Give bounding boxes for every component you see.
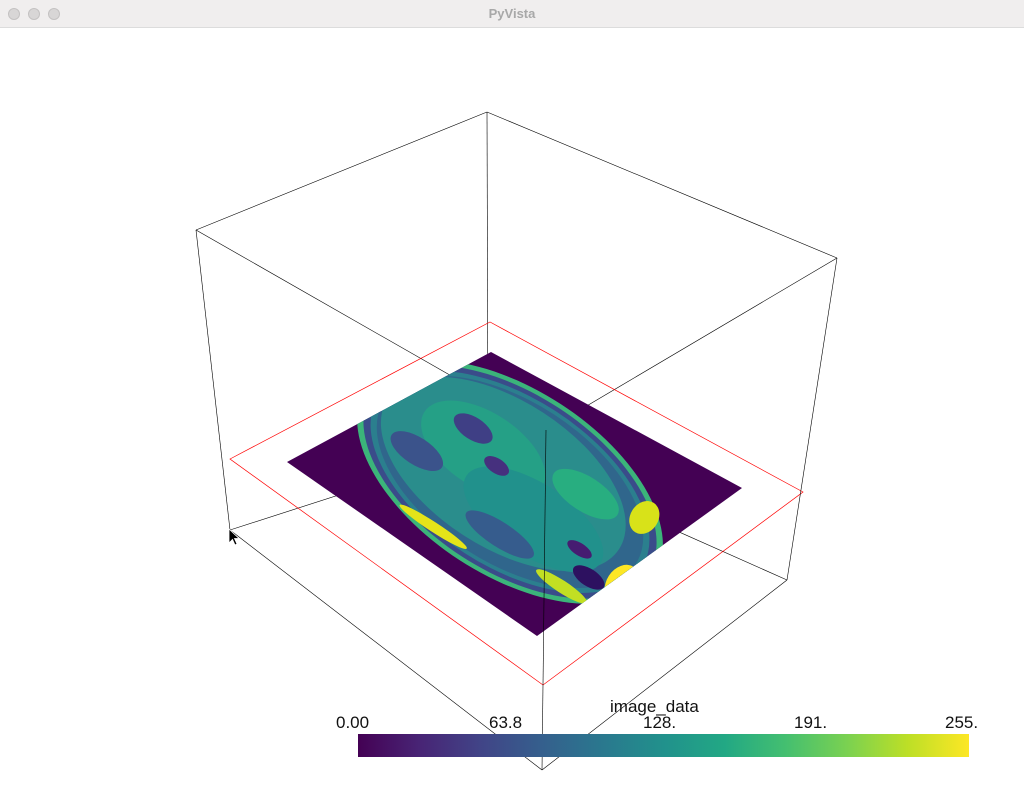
- title-bar: PyVista: [0, 0, 1024, 28]
- scalar-bar-tick-label: 0.00: [336, 713, 370, 732]
- zoom-window-button[interactable]: [48, 8, 60, 20]
- scalar-bar-tick-label: 63.8: [489, 713, 523, 732]
- scalar-bar-tick-label: 191.: [794, 713, 828, 732]
- render-scene[interactable]: [0, 28, 1024, 796]
- slice-plane-outline: [229, 321, 804, 686]
- scalar-bar-tick-label: 128.: [643, 713, 677, 732]
- mri-slice-image: [287, 352, 742, 636]
- scalar-bar-tick-label: 255.: [945, 713, 979, 732]
- close-window-button[interactable]: [8, 8, 20, 20]
- window-title: PyVista: [488, 6, 536, 21]
- render-viewport[interactable]: image_data 0.00 63.8 128. 191. 255.: [0, 28, 1024, 796]
- mouse-pointer-icon: [228, 528, 240, 546]
- minimize-window-button[interactable]: [28, 8, 40, 20]
- scalar-bar-title: image_data: [610, 697, 699, 716]
- scalar-bar: [358, 734, 969, 757]
